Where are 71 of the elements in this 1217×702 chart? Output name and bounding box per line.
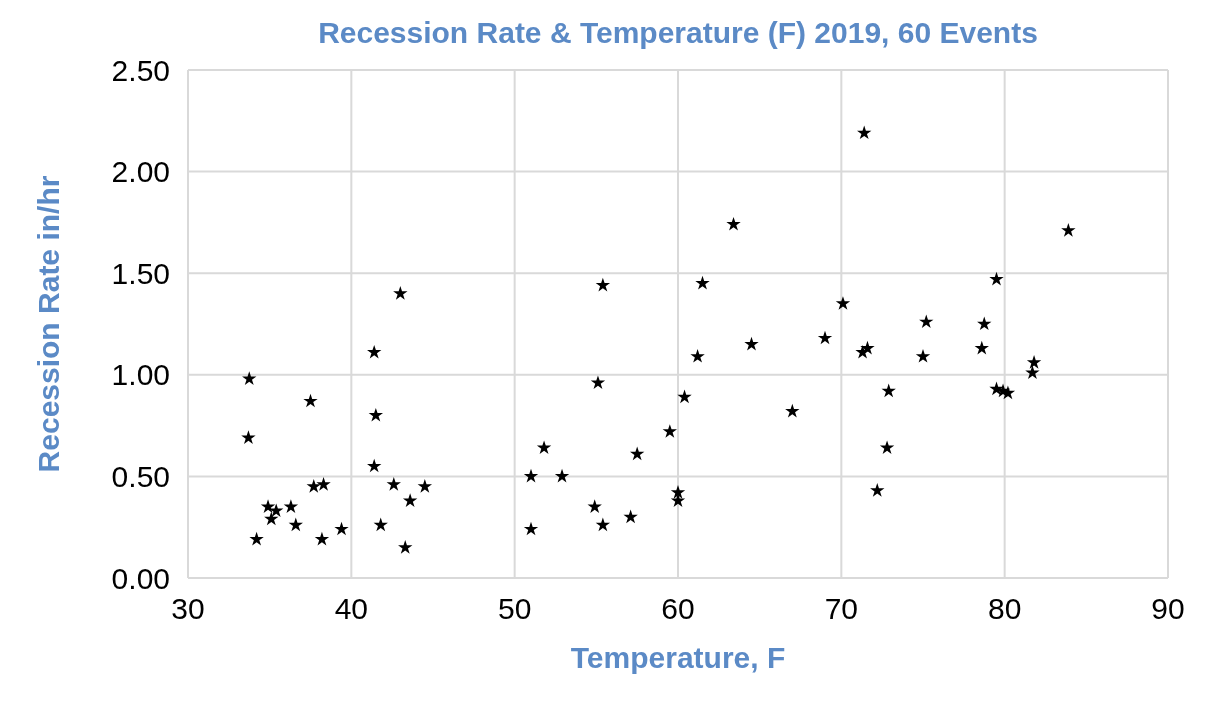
x-tick-label: 80 — [987, 592, 1022, 626]
point — [623, 509, 638, 524]
point — [283, 499, 299, 513]
point — [595, 277, 611, 292]
point — [857, 125, 872, 140]
point — [402, 493, 418, 507]
point — [368, 407, 384, 422]
point — [744, 336, 759, 351]
point — [398, 539, 413, 554]
point — [334, 521, 349, 536]
point — [367, 344, 382, 359]
chart-title: Recession Rate & Temperature (F) 2019, 60 Events — [318, 16, 1038, 49]
point — [306, 479, 321, 493]
point — [595, 517, 611, 532]
point — [817, 330, 833, 345]
point — [670, 485, 686, 499]
point — [860, 340, 875, 355]
point — [835, 296, 851, 310]
point — [1026, 355, 1042, 369]
point — [629, 446, 645, 461]
y-tick-label: 0.00 — [111, 561, 170, 595]
y-tick-label: 1.50 — [111, 256, 170, 290]
point — [417, 479, 433, 493]
point — [242, 371, 257, 385]
point — [989, 271, 1004, 286]
point — [977, 316, 992, 331]
x-tick-label: 30 — [171, 592, 205, 626]
x-tick-label: 90 — [1151, 592, 1185, 626]
point — [554, 468, 570, 483]
point — [264, 511, 279, 526]
point — [288, 517, 303, 532]
point — [785, 403, 800, 418]
point — [587, 499, 602, 513]
x-tick-label: 60 — [661, 592, 695, 626]
point — [726, 216, 741, 231]
point — [915, 348, 931, 363]
point — [523, 468, 539, 483]
point — [590, 375, 606, 390]
y-tick-label: 1.00 — [111, 358, 170, 392]
point — [974, 340, 989, 355]
point — [269, 503, 284, 518]
point — [1025, 365, 1040, 379]
point — [662, 424, 678, 438]
point — [670, 493, 686, 507]
point — [695, 275, 710, 290]
point — [677, 389, 692, 404]
point — [870, 483, 885, 497]
point — [316, 476, 331, 491]
point — [314, 531, 330, 546]
point — [879, 440, 895, 455]
point — [393, 285, 408, 300]
y-axis-title: Recession Rate in/hr — [31, 175, 65, 473]
y-tick-label: 2.50 — [111, 53, 170, 87]
point — [367, 458, 382, 473]
point — [373, 517, 388, 532]
x-tick-label: 70 — [824, 592, 859, 626]
point — [303, 393, 318, 408]
x-tick-label: 50 — [497, 592, 532, 626]
point — [523, 521, 539, 536]
x-tick-label: 40 — [334, 592, 369, 626]
point — [249, 531, 264, 546]
y-tick-label: 0.50 — [111, 460, 170, 494]
point — [386, 476, 401, 491]
point — [690, 348, 705, 363]
point — [919, 314, 934, 329]
point — [1061, 222, 1076, 237]
point — [881, 383, 896, 398]
point — [241, 430, 256, 444]
y-tick-label: 2.00 — [111, 155, 170, 189]
x-axis-title: Temperature, F — [570, 641, 786, 674]
point — [536, 440, 552, 455]
